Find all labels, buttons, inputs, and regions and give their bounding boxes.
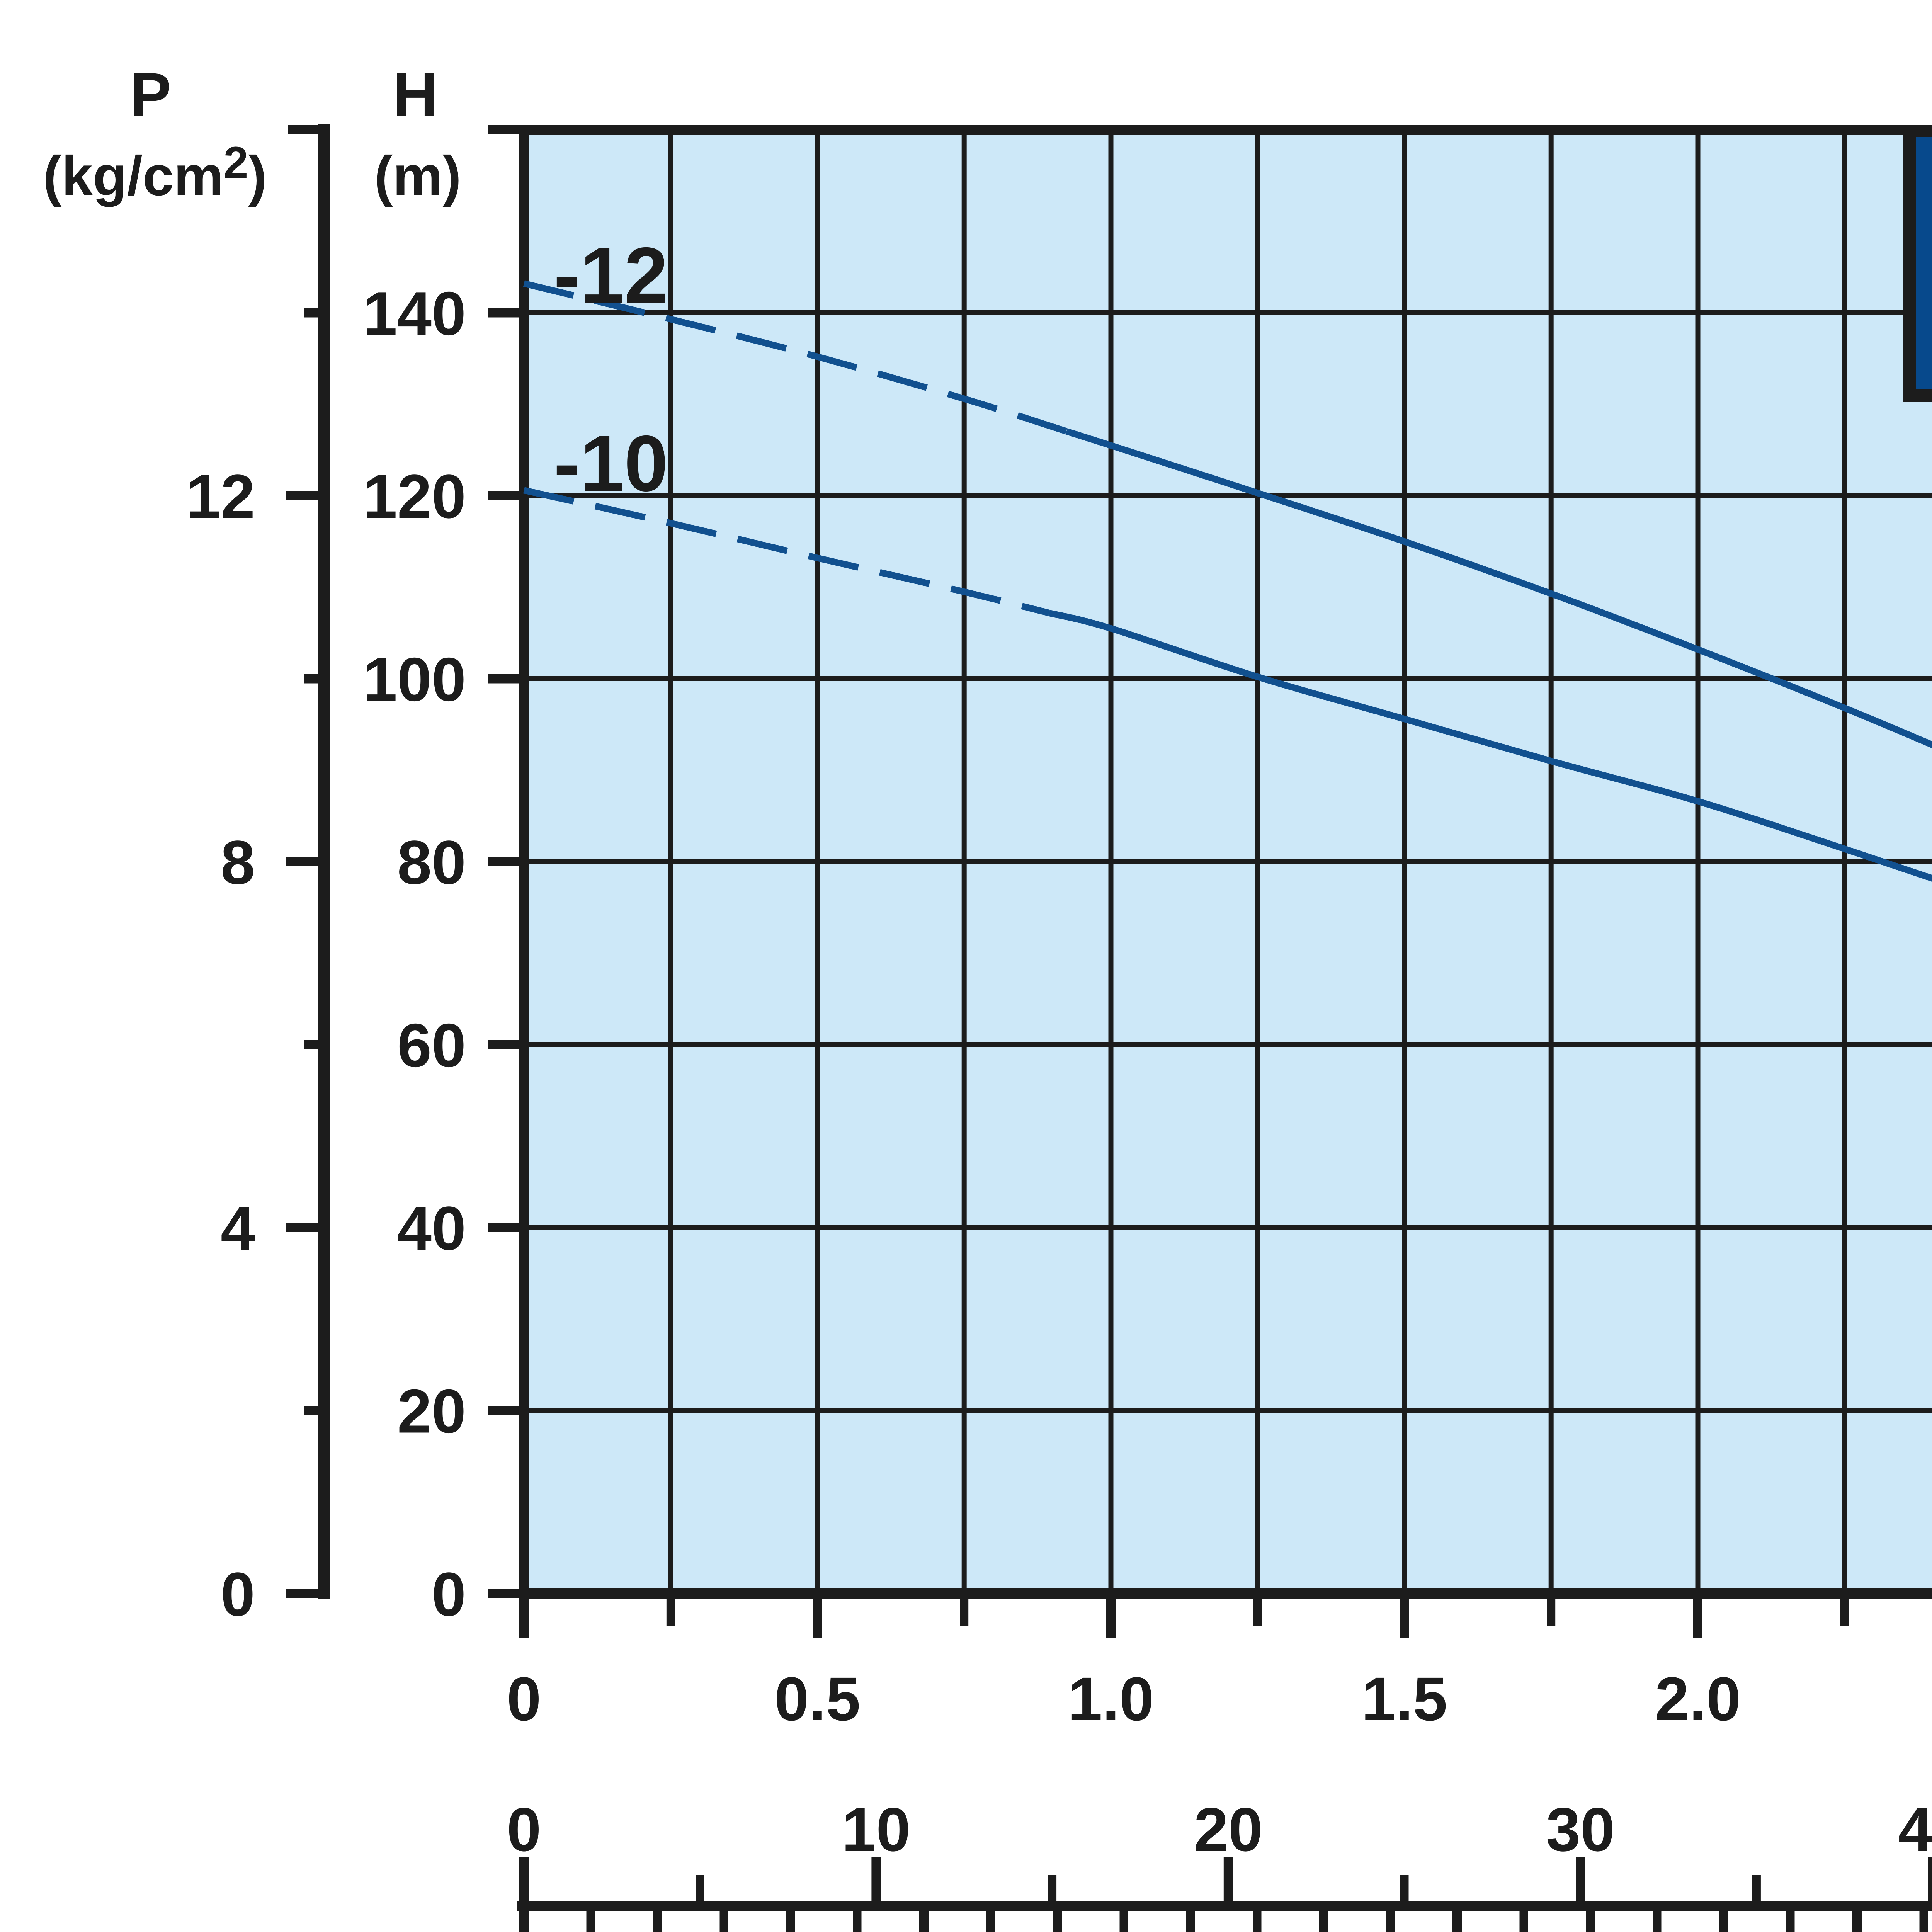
- svg-text:(m): (m): [374, 145, 461, 207]
- svg-text:20: 20: [1194, 1795, 1263, 1864]
- svg-text:-10: -10: [554, 419, 668, 508]
- svg-text:120: 120: [363, 462, 466, 531]
- svg-text:40: 40: [397, 1194, 466, 1263]
- svg-text:100: 100: [363, 645, 466, 714]
- svg-text:H: H: [393, 60, 438, 129]
- svg-text:P: P: [130, 60, 172, 129]
- svg-text:140: 140: [363, 279, 466, 348]
- svg-text:1.5: 1.5: [1361, 1664, 1447, 1733]
- svg-text:-12: -12: [554, 231, 668, 320]
- svg-text:4: 4: [221, 1194, 255, 1263]
- svg-text:2.0: 2.0: [1655, 1664, 1741, 1733]
- svg-text:20: 20: [397, 1377, 466, 1446]
- svg-text:0: 0: [507, 1664, 541, 1733]
- svg-text:0: 0: [221, 1560, 255, 1629]
- svg-text:1.0: 1.0: [1068, 1664, 1154, 1733]
- svg-text:60: 60: [397, 1011, 466, 1080]
- svg-text:10: 10: [842, 1795, 910, 1864]
- svg-text:0: 0: [432, 1560, 466, 1629]
- svg-text:8: 8: [221, 828, 255, 897]
- svg-text:12: 12: [186, 462, 255, 531]
- svg-text:0.5: 0.5: [774, 1664, 860, 1733]
- svg-text:0: 0: [507, 1795, 541, 1864]
- svg-text:30: 30: [1546, 1795, 1615, 1864]
- svg-text:80: 80: [397, 828, 466, 897]
- svg-text:40: 40: [1898, 1795, 1932, 1864]
